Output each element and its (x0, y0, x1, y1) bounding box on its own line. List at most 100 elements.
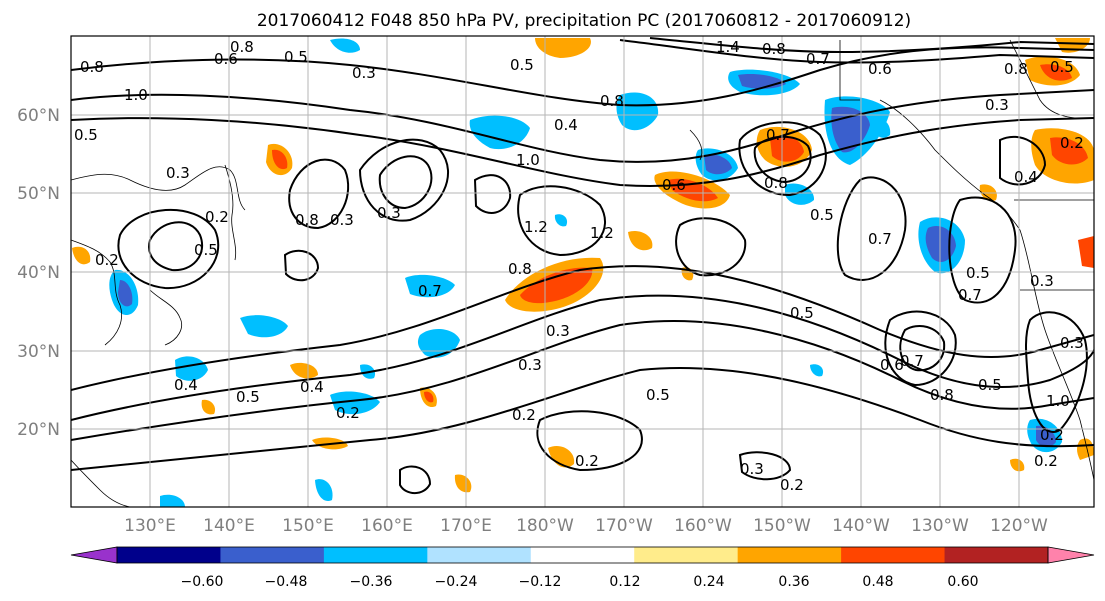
pv-contour-line (473, 174, 512, 214)
map-frame (70, 35, 1095, 508)
precip-negative-region (405, 274, 455, 298)
colorbar-cell (220, 547, 325, 563)
contour-label: 0.4 (174, 376, 198, 394)
contour-label: 0.3 (740, 460, 764, 478)
contour-label: 0.5 (194, 241, 218, 259)
contour-label: 0.2 (1060, 134, 1084, 152)
lon-label: 160°W (674, 516, 732, 536)
precip-positive-core (1050, 137, 1088, 165)
contour-label: 1.0 (124, 86, 148, 104)
lon-label: 180°W (516, 516, 574, 536)
precip-positive-region (72, 246, 91, 265)
contour-label: 0.2 (1040, 426, 1064, 444)
contour-label: 1.0 (1046, 392, 1070, 410)
colorbar-outline (116, 546, 1049, 564)
contour-label: 0.8 (508, 260, 532, 278)
contour-label: 0.6 (880, 356, 904, 374)
lon-label: 120°W (990, 516, 1048, 536)
precip-positive-core (770, 135, 804, 162)
colorbar-tick-label: 0.48 (862, 574, 893, 590)
lon-label: 130°E (124, 516, 176, 536)
pv-contour-line (649, 37, 1094, 54)
coastline (71, 239, 122, 346)
contour-label: 0.4 (554, 116, 578, 134)
contour-label: 0.7 (418, 282, 442, 300)
precip-negative-core (118, 280, 133, 307)
map-title: 2017060412 F048 850 hPa PV, precipitatio… (257, 11, 911, 31)
contour-label: 0.2 (336, 404, 360, 422)
pv-contour-line (148, 221, 203, 272)
precip-positive-region (201, 399, 216, 415)
coastline (1019, 229, 1094, 481)
lat-label: 60°N (17, 106, 60, 126)
precip-negative-region (160, 494, 185, 507)
contour-label: 0.2 (512, 406, 536, 424)
pv-contour-line (71, 294, 1094, 421)
pv-contour-line (71, 117, 1094, 187)
precip-positive-region (1010, 458, 1025, 472)
contour-labels: 0.8 0.6 0.5 0.3 1.4 0.8 0.7 0.6 0.8 0.5 … (74, 38, 1084, 494)
colorbar-cell (841, 547, 946, 563)
lon-label: 140°E (203, 516, 255, 536)
pv-contour-line (288, 158, 350, 230)
contour-label: 0.5 (236, 388, 260, 406)
contour-label: 0.4 (300, 378, 324, 396)
contour-label: 0.6 (868, 60, 892, 78)
lat-label: 30°N (17, 342, 60, 362)
colorbar-tick-label: 0.12 (609, 574, 640, 590)
contour-label: 0.5 (790, 304, 814, 322)
pv-contour-line (1025, 311, 1088, 433)
precip-negative-region (240, 315, 288, 338)
coastline (71, 166, 246, 211)
coastline (149, 289, 182, 346)
pv-contour-line (399, 465, 432, 495)
colorbar-tick-label: −0.60 (181, 574, 224, 590)
pv-contour-line (675, 217, 747, 277)
contour-label: 0.2 (95, 251, 119, 269)
precip-negative-region (175, 356, 208, 381)
contour-label: 1.4 (716, 38, 740, 56)
colorbar-tick-label: −0.12 (519, 574, 562, 590)
precip-negative-region (616, 92, 659, 131)
precip-positive-region (1077, 438, 1094, 460)
map-panel: 0.8 0.6 0.5 0.3 1.4 0.8 0.7 0.6 0.8 0.5 … (70, 35, 1095, 508)
precip-positive-region (628, 230, 653, 251)
contour-label: 0.3 (377, 204, 401, 222)
pv-contour-line (899, 325, 946, 372)
contour-label: 0.2 (1034, 452, 1058, 470)
coastline (839, 40, 860, 101)
colorbar-cell (427, 547, 532, 563)
lon-label: 140°W (832, 516, 890, 536)
colorbar-extend-low (70, 546, 118, 564)
contour-label: 0.6 (214, 50, 238, 68)
contour-label: 0.8 (80, 58, 104, 76)
lon-label: 150°E (282, 516, 334, 536)
contour-label: 0.7 (766, 126, 790, 144)
precip-positive-core (272, 149, 288, 170)
colorbar-cell (323, 547, 428, 563)
pv-contour-line (738, 451, 792, 481)
colorbar-tick-label: −0.24 (435, 574, 478, 590)
precip-positive-region (290, 362, 318, 379)
lat-label: 50°N (17, 184, 60, 204)
contour-label: 0.8 (762, 40, 786, 58)
pv-contour-line (619, 39, 1094, 64)
precip-positive-core (520, 267, 593, 304)
latitude-labels: 60°N 50°N 40°N 30°N 20°N (17, 106, 60, 440)
contour-label: 0.5 (646, 386, 670, 404)
precip-negative-region (330, 391, 380, 415)
colorbar-tick-label: −0.48 (265, 574, 308, 590)
contour-label: 0.8 (764, 174, 788, 192)
colorbar-cell (944, 547, 1049, 563)
contour-label: 0.5 (284, 48, 308, 66)
contour-label: 0.3 (330, 211, 354, 229)
contour-label: 0.3 (1030, 272, 1054, 290)
contour-label: 0.8 (295, 211, 319, 229)
contour-label: 0.5 (1050, 58, 1074, 76)
pv-contour-line (71, 367, 1094, 471)
contour-label: 0.6 (662, 176, 686, 194)
contour-label: 0.3 (1060, 334, 1084, 352)
colorbar-extend-high (1047, 546, 1095, 564)
contour-label: 0.8 (930, 386, 954, 404)
contour-label: 0.5 (510, 56, 534, 74)
